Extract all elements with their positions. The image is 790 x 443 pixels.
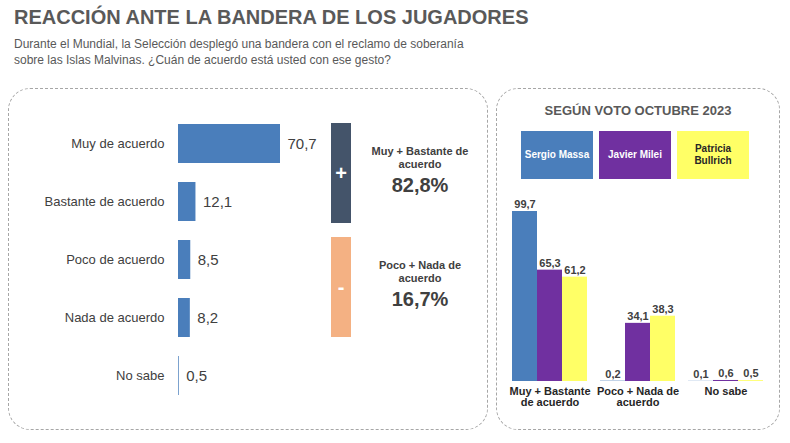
html-text:SEGÚN VOTO OCTUBRE 2023: SEGÚN VOTO OCTUBRE 2023 [544,103,732,118]
html-text:82,8%: 82,8% [391,174,449,196]
svg-text:Poco de acuerdo: Poco de acuerdo [66,252,164,267]
svg-text:No sabe: No sabe [116,368,164,383]
svg-text:12,1: 12,1 [203,193,232,210]
svg-text:Poco + Nada deacuerdo: Poco + Nada deacuerdo [597,385,679,408]
html-text:Poco + Nada de acuerdo: Poco + Nada de acuerdo [378,259,462,284]
html-text:Muy + Bastante de acuerdo: Muy + Bastante de acuerdo [371,145,469,170]
svg-text:99,7: 99,7 [514,198,535,210]
svg-text:Muy + Bastantede acuerdo: Muy + Bastantede acuerdo [510,385,591,408]
svg-text:Nada de acuerdo: Nada de acuerdo [65,310,165,325]
html-text:16,7%: 16,7% [391,288,449,310]
svg-text:8,5: 8,5 [198,251,219,268]
svg-text:8,2: 8,2 [197,309,218,326]
html-text:Javier Milei: Javier Milei [608,149,662,160]
svg-text:Muy de acuerdo: Muy de acuerdo [71,136,164,151]
svg-text:0,2: 0,2 [605,368,620,380]
svg-text:34,1: 34,1 [627,310,648,322]
svg-text:0,6: 0,6 [718,367,733,379]
html-text:Patricia Bullrich: Patricia Bullrich [694,143,732,166]
svg-text:65,3: 65,3 [539,257,560,269]
svg-text:0,1: 0,1 [693,368,708,380]
html-text:REACCIÓN ANTE LA BANDERA DE LO: REACCIÓN ANTE LA BANDERA DE LOS JUGADORE… [14,6,529,28]
svg-text:61,2: 61,2 [564,264,585,276]
svg-text:38,3: 38,3 [652,303,673,315]
svg-text:70,7: 70,7 [288,135,317,152]
svg-text:No sabe: No sabe [705,385,748,397]
html-text:Durante el Mundial, la Selecci: Durante el Mundial, la Selección despleg… [14,37,464,67]
svg-text:0,5: 0,5 [743,367,758,379]
html-text:Sergio Massa: Sergio Massa [524,149,590,160]
svg-text:Bastante de acuerdo: Bastante de acuerdo [45,194,165,209]
svg-text:0,5: 0,5 [186,367,207,384]
